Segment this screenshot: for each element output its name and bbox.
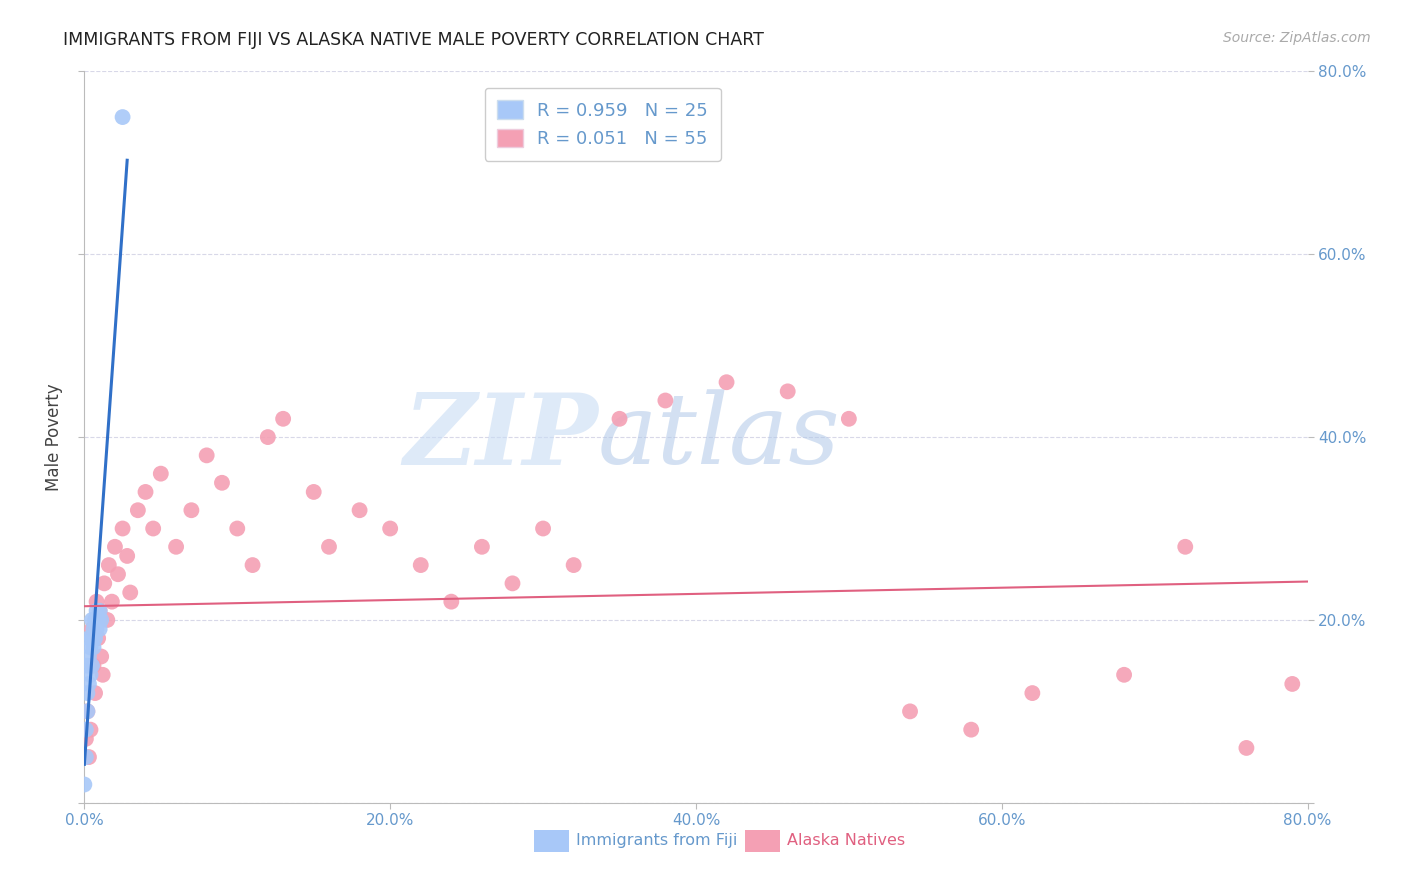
Point: [83, 658, 105, 673]
Point: [84, 632, 107, 646]
Text: ZIP: ZIP: [404, 389, 598, 485]
Point: [226, 521, 249, 535]
Text: atlas: atlas: [598, 390, 841, 484]
Point: [111, 521, 134, 535]
Point: [838, 412, 860, 426]
Text: Immigrants from Fiji: Immigrants from Fiji: [576, 833, 738, 848]
Point: [120, 585, 142, 599]
Point: [96, 613, 118, 627]
Point: [165, 540, 187, 554]
Point: [101, 594, 124, 608]
Point: [471, 540, 494, 554]
Point: [960, 723, 983, 737]
Point: [302, 485, 325, 500]
Point: [142, 521, 165, 535]
Point: [90, 613, 112, 627]
Point: [76, 658, 98, 673]
Point: [1281, 677, 1303, 691]
Point: [349, 503, 371, 517]
Point: [87, 613, 110, 627]
Point: [80, 622, 103, 636]
Point: [79, 667, 101, 681]
Point: [135, 485, 157, 500]
Text: Alaska Natives: Alaska Natives: [787, 833, 905, 848]
Point: [77, 677, 100, 691]
Point: [502, 576, 524, 591]
Point: [75, 723, 97, 737]
Point: [1021, 686, 1043, 700]
Point: [86, 604, 108, 618]
Point: [115, 549, 138, 563]
Point: [776, 384, 799, 399]
Text: Source: ZipAtlas.com: Source: ZipAtlas.com: [1223, 31, 1371, 45]
Point: [242, 558, 264, 573]
Point: [104, 540, 127, 554]
Point: [1114, 667, 1136, 681]
Point: [180, 503, 202, 517]
Point: [1174, 540, 1197, 554]
Point: [87, 632, 110, 646]
Point: [654, 393, 676, 408]
Point: [97, 558, 120, 573]
Point: [271, 412, 294, 426]
Point: [93, 576, 115, 591]
Point: [195, 448, 218, 462]
Point: [77, 632, 100, 646]
Point: [107, 567, 129, 582]
Point: [91, 667, 114, 681]
Point: [380, 521, 402, 535]
Point: [77, 750, 100, 764]
Point: [77, 649, 100, 664]
Point: [79, 640, 101, 655]
Point: [86, 622, 108, 636]
Point: [89, 604, 111, 618]
Point: [89, 604, 111, 618]
Point: [562, 558, 585, 573]
Point: [111, 110, 134, 124]
Point: [898, 705, 921, 719]
Point: [80, 613, 103, 627]
Point: [149, 467, 172, 481]
Point: [80, 658, 103, 673]
Point: [716, 375, 738, 389]
Point: [73, 778, 96, 792]
Point: [440, 594, 463, 608]
Point: [531, 521, 554, 535]
Point: [127, 503, 149, 517]
Point: [86, 594, 108, 608]
Point: [409, 558, 432, 573]
Legend: R = 0.959   N = 25, R = 0.051   N = 55: R = 0.959 N = 25, R = 0.051 N = 55: [485, 87, 720, 161]
Point: [83, 640, 105, 655]
Point: [211, 475, 233, 490]
Point: [76, 686, 98, 700]
Point: [609, 412, 631, 426]
Point: [79, 723, 101, 737]
Point: [89, 622, 111, 636]
Point: [257, 430, 280, 444]
Point: [84, 613, 107, 627]
Point: [80, 632, 103, 646]
Point: [76, 705, 98, 719]
Point: [90, 649, 112, 664]
Point: [75, 731, 97, 746]
Point: [1236, 740, 1258, 755]
Point: [76, 705, 98, 719]
Y-axis label: Male Poverty: Male Poverty: [45, 384, 63, 491]
Text: IMMIGRANTS FROM FIJI VS ALASKA NATIVE MALE POVERTY CORRELATION CHART: IMMIGRANTS FROM FIJI VS ALASKA NATIVE MA…: [63, 31, 763, 49]
Point: [83, 622, 105, 636]
Point: [318, 540, 340, 554]
Point: [84, 686, 107, 700]
Point: [75, 750, 97, 764]
